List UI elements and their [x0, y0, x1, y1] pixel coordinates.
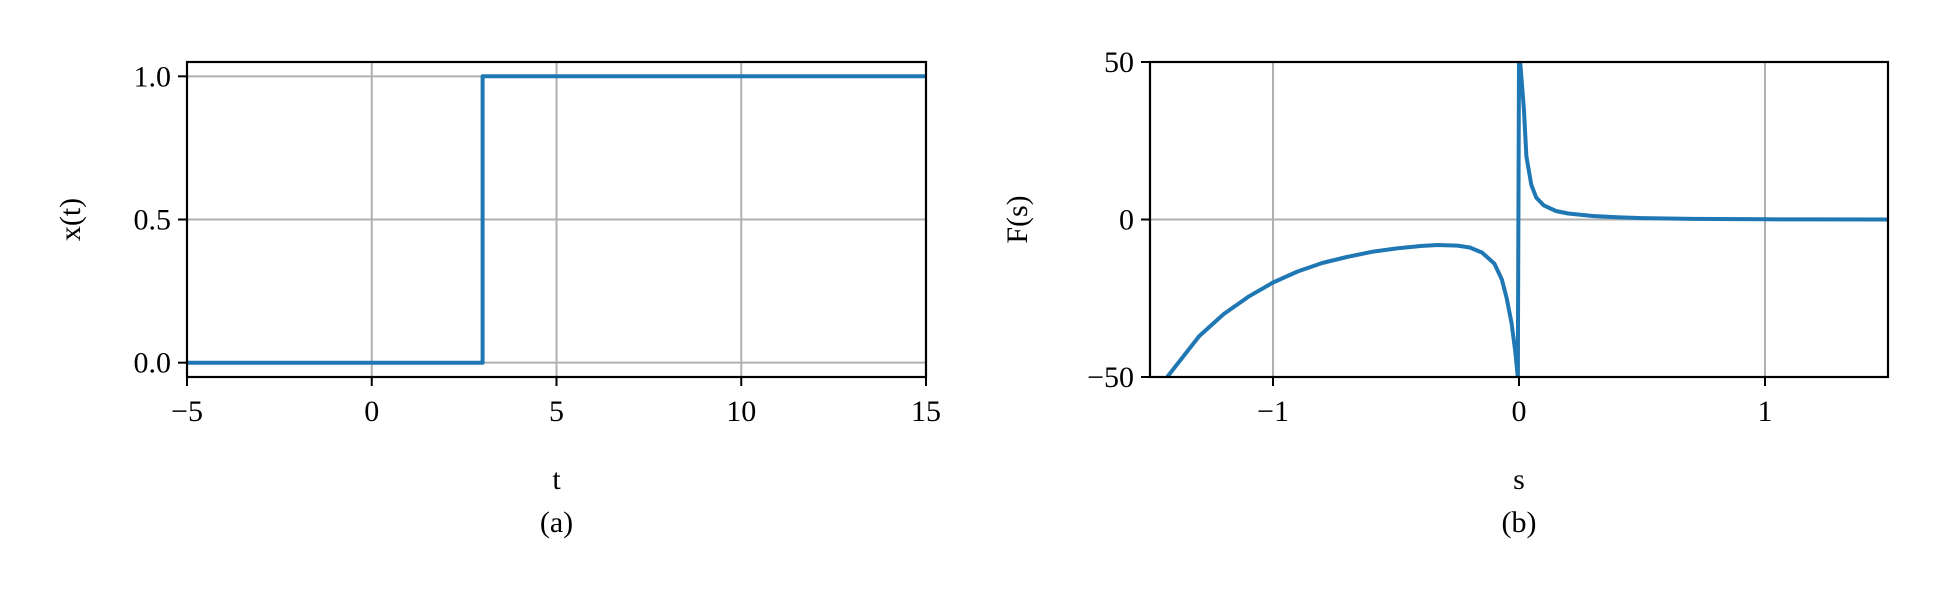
x-tick-label-a: 15 [911, 395, 941, 428]
x-axis-label-a: t [552, 463, 561, 496]
caption-b: (b) [1502, 506, 1537, 539]
x-tick-label-a: 10 [726, 395, 756, 428]
y-tick-label-b: −50 [1087, 361, 1134, 394]
y-axis-label-a: x(t) [54, 198, 87, 241]
x-tick-label-a: 5 [549, 395, 564, 428]
y-tick-label-a: 0.0 [134, 347, 172, 380]
x-tick-label-b: −1 [1257, 395, 1289, 428]
y-tick-label-a: 0.5 [134, 204, 172, 237]
series-line-b [1165, 62, 1888, 377]
y-axis-label-b: F(s) [1001, 195, 1034, 243]
y-tick-label-b: 0 [1119, 204, 1134, 237]
y-tick-label-a: 1.0 [134, 60, 172, 93]
series-group-b [1165, 62, 1888, 377]
x-tick-label-a: 0 [364, 395, 379, 428]
x-axis-label-b: s [1513, 463, 1525, 496]
series-line-a [187, 74, 926, 365]
ticks-b: −1 0 1 −50 0 50 [1087, 46, 1772, 428]
chart-panel-a: −5 0 5 10 15 0.0 0.5 1.0 t x(t) (a) [54, 60, 941, 539]
series-group-a [187, 74, 926, 365]
ticks-a: −5 0 5 10 15 0.0 0.5 1.0 [134, 60, 942, 428]
chart-panel-b: −1 0 1 −50 0 50 s F(s) (b) [1001, 46, 1890, 539]
x-tick-label-b: 0 [1512, 395, 1527, 428]
x-tick-label-b: 1 [1758, 395, 1773, 428]
x-tick-label-a: −5 [171, 395, 203, 428]
caption-a: (a) [540, 506, 573, 539]
grid-a [186, 62, 927, 377]
y-tick-label-b: 50 [1104, 46, 1134, 79]
